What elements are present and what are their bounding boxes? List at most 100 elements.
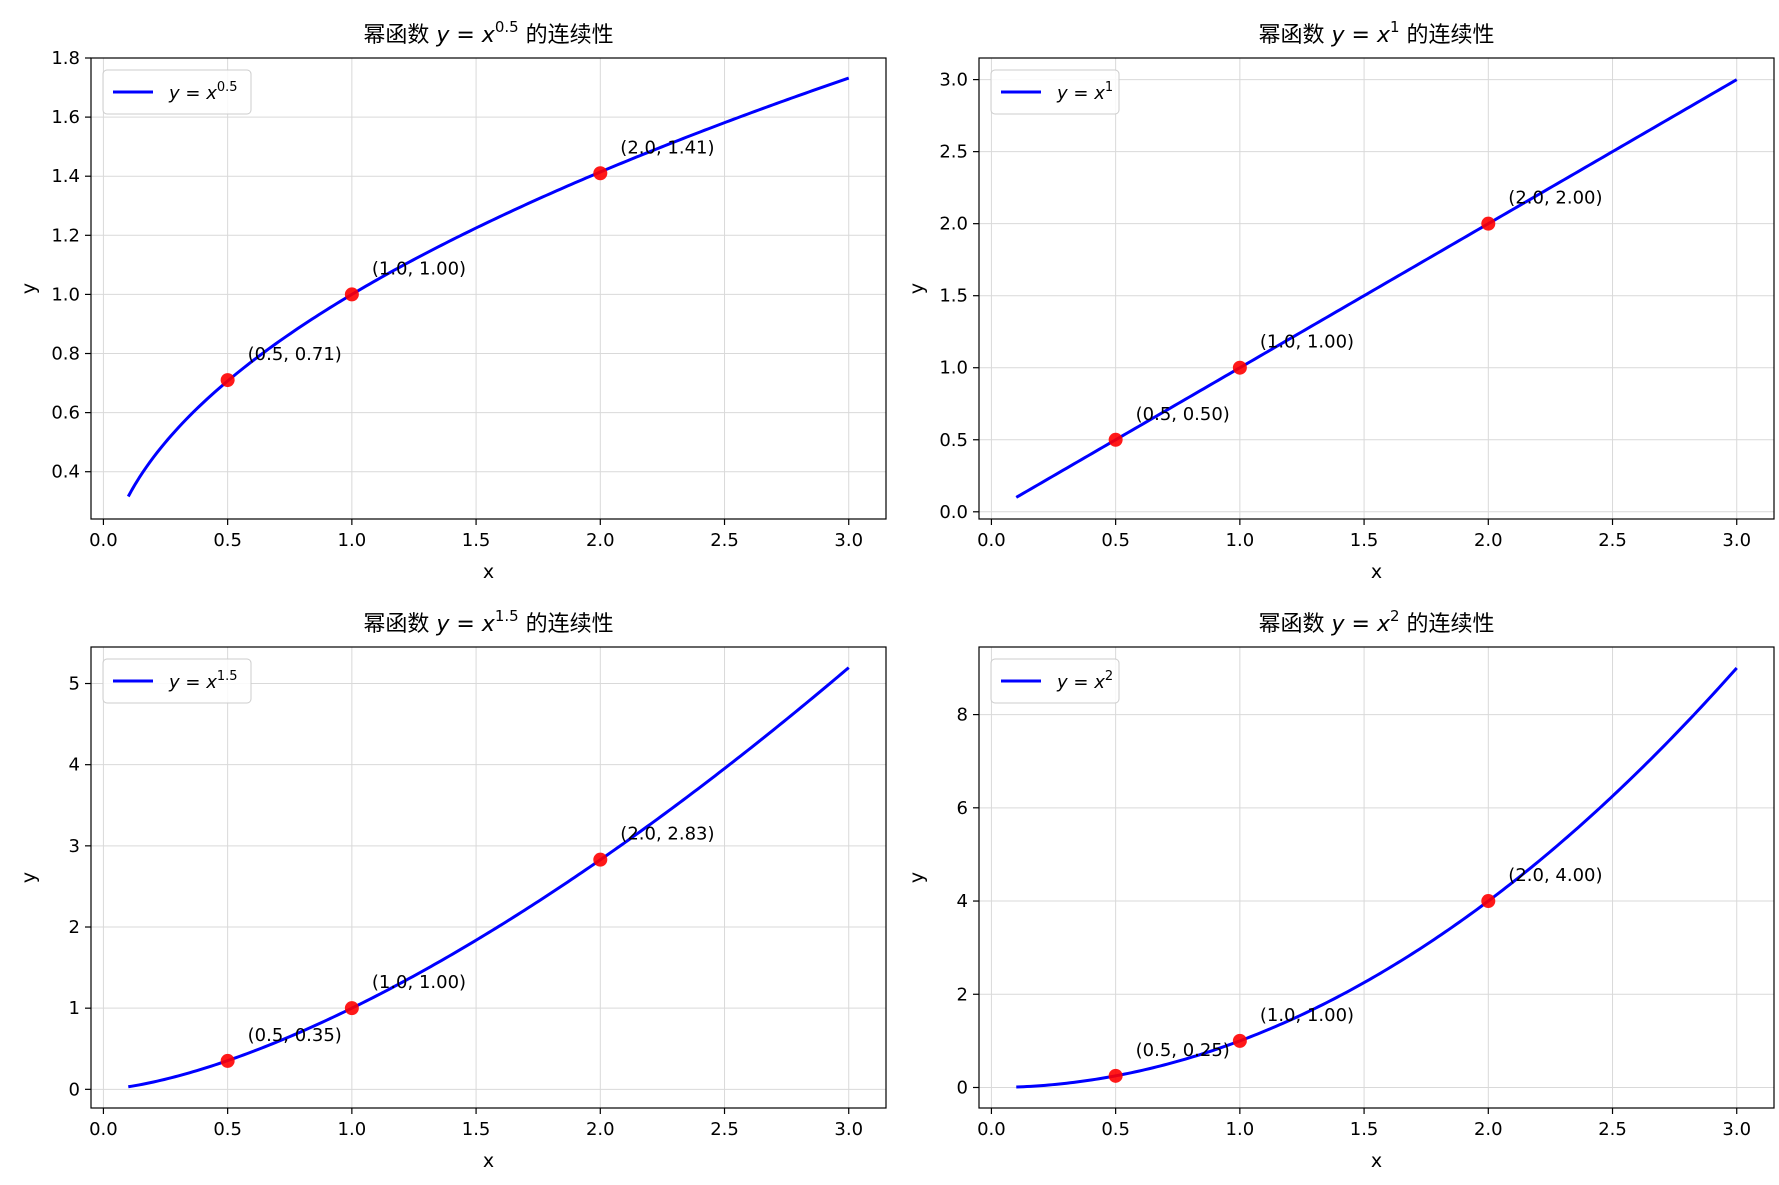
data-point-3 — [593, 166, 608, 181]
subplot-1: (0.5, 0.71) (1.0, 1.00) (2.0, 1.41) 0.0 0.5 1… — [18, 18, 887, 583]
y-tick-label: 0.6 — [51, 403, 80, 424]
point-annotation-2: (1.0, 1.00) — [1260, 332, 1354, 353]
y-axis-label: y — [18, 283, 40, 294]
data-point-3 — [1481, 216, 1496, 231]
y-tick-label: 0.8 — [51, 344, 80, 365]
x-tick-label: 2.5 — [1598, 1119, 1627, 1140]
y-tick-label: 1.6 — [51, 107, 80, 128]
x-tick-label: 3.0 — [1722, 530, 1751, 551]
x-tick-label: 1.0 — [1226, 530, 1255, 551]
legend-label: y = x2 — [1056, 669, 1113, 693]
legend-label: y = x1 — [1056, 80, 1113, 104]
point-annotation-3: (2.0, 2.00) — [1508, 188, 1602, 209]
y-tick-label: 8 — [957, 705, 968, 726]
point-annotation-3: (2.0, 1.41) — [620, 137, 714, 158]
x-tick-label: 0.0 — [977, 1119, 1006, 1140]
data-point-2 — [1232, 360, 1247, 375]
x-axis-label: x — [1371, 561, 1382, 583]
y-tick-label: 2.5 — [939, 142, 968, 163]
point-annotation-2: (1.0, 1.00) — [1260, 1005, 1354, 1026]
point-annotation-2: (1.0, 1.00) — [372, 972, 466, 993]
y-tick-label: 1.0 — [939, 358, 968, 379]
y-tick-label: 1.5 — [939, 286, 968, 307]
y-tick-label: 5 — [69, 674, 80, 695]
x-axis-label: x — [483, 561, 494, 583]
x-tick-label: 2.0 — [586, 530, 615, 551]
subplot-4: (0.5, 0.25) (1.0, 1.00) (2.0, 4.00) 0.0 0.5 1… — [906, 607, 1775, 1172]
y-tick-label: 0 — [957, 1077, 968, 1098]
axes-frame — [978, 57, 1775, 520]
data-point-2 — [344, 287, 359, 302]
x-tick-label: 0.5 — [1101, 1119, 1130, 1140]
series-line — [128, 666, 850, 1089]
x-axis-label: x — [1371, 1150, 1382, 1172]
x-tick-label: 1.0 — [1226, 1119, 1255, 1140]
legend: y = x0.5 — [102, 69, 252, 115]
legend-box — [102, 69, 252, 115]
data-point-2 — [1232, 1033, 1247, 1048]
axes-frame — [90, 57, 887, 520]
legend-label: y = x1.5 — [168, 669, 238, 693]
y-tick-label: 1 — [69, 998, 80, 1019]
point-annotation-3: (2.0, 4.00) — [1508, 865, 1602, 886]
y-tick-label: 4 — [69, 755, 80, 776]
axes-frame — [90, 646, 887, 1109]
y-tick-label: 0.4 — [51, 462, 80, 483]
legend: y = x1 — [990, 69, 1120, 115]
y-tick-label: 1.8 — [51, 48, 80, 69]
point-annotation-1: (0.5, 0.25) — [1136, 1040, 1230, 1061]
y-tick-label: 0.0 — [939, 502, 968, 523]
y-tick-label: 0 — [69, 1079, 80, 1100]
x-tick-label: 0.0 — [89, 530, 118, 551]
data-point-3 — [1481, 894, 1496, 909]
data-point-1 — [220, 373, 235, 388]
legend-box — [990, 658, 1120, 704]
subplot-3: (0.5, 0.35) (1.0, 1.00) (2.0, 2.83) 0.0 0.5 1… — [18, 607, 887, 1172]
y-tick-label: 1.4 — [51, 166, 80, 187]
legend-label: y = x0.5 — [168, 80, 238, 104]
legend-box — [990, 69, 1120, 115]
data-point-2 — [344, 1001, 359, 1016]
series-line — [1015, 78, 1738, 499]
x-tick-label: 0.0 — [977, 530, 1006, 551]
x-tick-label: 0.5 — [213, 530, 242, 551]
subplot-title: 幂函数 y = x1.5 的连续性 — [363, 607, 613, 637]
subplot-2: (0.5, 0.50) (1.0, 1.00) (2.0, 2.00) 0.0 0.5 1… — [906, 18, 1775, 583]
series-line — [1016, 666, 1738, 1089]
y-axis-label: y — [906, 872, 928, 883]
y-tick-label: 2.0 — [939, 214, 968, 235]
legend: y = x1.5 — [102, 658, 252, 704]
y-tick-label: 3.0 — [939, 70, 968, 91]
x-tick-label: 3.0 — [1722, 1119, 1751, 1140]
y-tick-label: 2 — [69, 917, 80, 938]
y-tick-label: 3 — [69, 836, 80, 857]
x-tick-label: 0.0 — [89, 1119, 118, 1140]
x-tick-label: 1.5 — [1350, 1119, 1379, 1140]
y-tick-label: 1.0 — [51, 284, 80, 305]
data-point-1 — [220, 1053, 235, 1068]
point-annotation-3: (2.0, 2.83) — [620, 824, 714, 845]
y-tick-label: 0.5 — [939, 430, 968, 451]
x-tick-label: 1.0 — [338, 530, 367, 551]
x-tick-label: 1.5 — [462, 530, 491, 551]
point-annotation-1: (0.5, 0.50) — [1136, 404, 1230, 425]
y-tick-label: 6 — [957, 798, 968, 819]
x-tick-label: 3.0 — [834, 1119, 863, 1140]
y-axis-label: y — [906, 283, 928, 294]
point-annotation-1: (0.5, 0.71) — [248, 344, 342, 365]
x-tick-label: 2.0 — [1474, 1119, 1503, 1140]
legend: y = x2 — [990, 658, 1120, 704]
subplot-title: 幂函数 y = x2 的连续性 — [1258, 607, 1494, 637]
x-tick-label: 1.0 — [338, 1119, 367, 1140]
x-tick-label: 2.0 — [586, 1119, 615, 1140]
point-annotation-2: (1.0, 1.00) — [372, 258, 466, 279]
data-point-3 — [593, 852, 608, 867]
legend-box — [102, 658, 252, 704]
x-axis-label: x — [483, 1150, 494, 1172]
point-annotation-1: (0.5, 0.35) — [248, 1025, 342, 1046]
x-tick-label: 0.5 — [213, 1119, 242, 1140]
subplot-title: 幂函数 y = x0.5 的连续性 — [363, 18, 613, 48]
axes-frame — [978, 646, 1775, 1109]
x-tick-label: 1.5 — [1350, 530, 1379, 551]
